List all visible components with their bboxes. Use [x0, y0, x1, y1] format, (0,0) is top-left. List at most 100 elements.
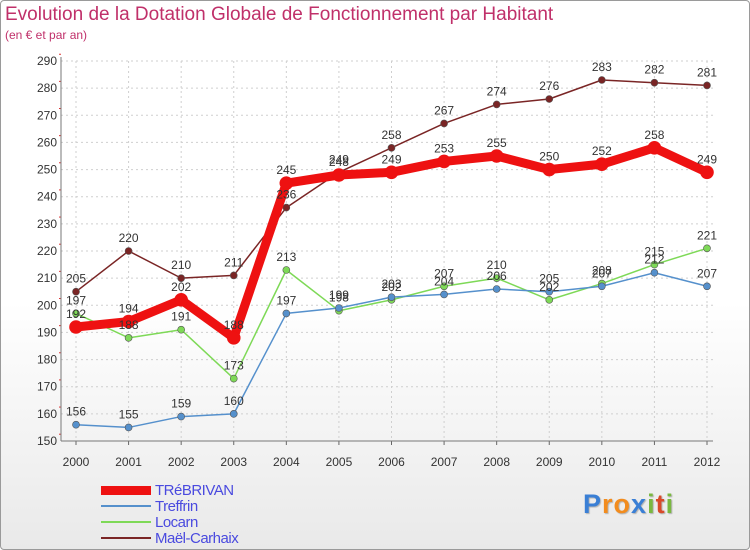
legend-swatch-mael-carhaix [101, 537, 151, 539]
data-label-locarn: 198 [329, 291, 349, 305]
data-label-locarn: 202 [539, 280, 559, 294]
data-label-locarn: 197 [66, 293, 86, 307]
data-label-treffrin: 212 [644, 253, 664, 267]
x-tick-label: 2007 [431, 455, 458, 469]
data-point-treffrin [177, 412, 185, 421]
data-point-trebrivan [226, 331, 241, 345]
data-label-trebrivan: 249 [697, 152, 717, 166]
data-label-treffrin: 207 [697, 266, 717, 280]
data-point-treffrin [598, 282, 606, 291]
data-point-treffrin [440, 290, 448, 299]
data-label-trebrivan: 249 [381, 152, 401, 166]
data-point-treffrin [282, 309, 291, 318]
data-label-locarn: 173 [224, 359, 244, 373]
data-point-treffrin [492, 285, 501, 293]
data-label-treffrin: 199 [329, 288, 349, 302]
y-tick-label: 260 [37, 135, 57, 149]
data-point-mael-carhaix [72, 287, 80, 296]
x-tick-label: 2004 [273, 455, 300, 469]
data-label-treffrin: 203 [381, 277, 401, 291]
data-label-treffrin: 205 [539, 272, 559, 286]
legend-label-mael-carhaix: Maël-Carhaix [155, 530, 239, 547]
axes [59, 53, 713, 445]
y-tick-label: 280 [37, 81, 57, 95]
data-point-mael-carhaix [440, 119, 448, 128]
y-tick-label: 180 [37, 353, 57, 367]
legend-item-trebrivan: TRéBRIVAN [101, 482, 361, 499]
legend: TRéBRIVAN Treffrin Locarn Maël-Carhaix [101, 482, 361, 547]
legend-item-treffrin: Treffrin [101, 498, 361, 515]
data-point-locarn [545, 296, 554, 304]
y-tick-label: 230 [37, 217, 57, 231]
data-point-locarn [440, 282, 448, 291]
data-label-mael-carhaix: 276 [539, 79, 559, 93]
data-label-treffrin: 159 [171, 397, 191, 411]
data-label-treffrin: 204 [434, 274, 454, 288]
y-tick-label: 270 [37, 108, 57, 122]
data-point-mael-carhaix [598, 76, 606, 84]
data-point-trebrivan [700, 165, 714, 180]
data-label-trebrivan: 250 [539, 150, 559, 164]
data-point-locarn [282, 266, 291, 274]
data-point-treffrin [72, 420, 80, 429]
data-point-mael-carhaix [229, 271, 238, 280]
legend-item-mael-carhaix: Maël-Carhaix [101, 530, 361, 547]
grid-lines [61, 60, 713, 441]
data-point-treffrin [650, 268, 659, 277]
data-point-mael-carhaix [545, 95, 554, 103]
data-point-trebrivan [437, 154, 451, 169]
data-label-mael-carhaix: 211 [224, 255, 243, 269]
data-label-trebrivan: 253 [434, 141, 454, 155]
data-label-trebrivan: 252 [592, 144, 612, 158]
data-label-trebrivan: 192 [66, 307, 86, 321]
data-label-mael-carhaix: 249 [329, 152, 349, 166]
data-point-treffrin [229, 410, 238, 418]
data-point-locarn [229, 374, 238, 383]
x-tick-label: 2003 [220, 455, 247, 469]
x-tick-label: 2005 [326, 455, 353, 469]
y-tick-label: 170 [37, 380, 57, 394]
data-point-treffrin [124, 423, 133, 432]
data-point-locarn [703, 244, 711, 253]
logo-letter: o [613, 489, 632, 519]
x-tick-label: 2002 [168, 455, 195, 469]
data-label-mael-carhaix: 236 [276, 188, 296, 202]
x-tick-label: 2012 [694, 455, 721, 469]
data-label-locarn: 208 [592, 264, 612, 278]
data-point-locarn [124, 334, 133, 342]
legend-swatch-locarn [101, 521, 151, 523]
data-label-locarn: 207 [434, 266, 454, 280]
data-label-treffrin: 160 [224, 394, 244, 408]
data-label-trebrivan: 255 [487, 136, 507, 150]
data-point-mael-carhaix [703, 81, 711, 90]
data-label-mael-carhaix: 267 [434, 103, 454, 117]
logo-letter: r [602, 489, 614, 519]
chart-title: Evolution de la Dotation Globale de Fonc… [5, 4, 554, 25]
data-point-treffrin [335, 304, 343, 312]
data-label-treffrin: 156 [66, 405, 86, 419]
data-point-trebrivan [384, 165, 399, 180]
data-label-treffrin: 206 [487, 269, 507, 283]
legend-label-trebrivan: TRéBRIVAN [155, 482, 234, 499]
data-point-mael-carhaix [124, 247, 133, 255]
data-point-trebrivan [279, 176, 294, 190]
data-label-treffrin: 155 [119, 407, 139, 421]
data-label-mael-carhaix: 205 [66, 272, 86, 286]
data-point-locarn [177, 325, 185, 334]
logo-letter: t [655, 489, 666, 519]
y-tick-label: 150 [37, 434, 57, 448]
data-point-trebrivan [595, 157, 609, 171]
y-tick-labels: 150 160 170 180 190 200 210 220 230 240 250 260 270 2… [37, 54, 57, 448]
data-labels: 205 220 210 211 236 249 258 267 274 276 283 282 281 1… [66, 60, 717, 421]
logo-letter: P [583, 489, 603, 519]
x-tick-labels: 2000 2001 2002 2003 2004 2005 2006 2007 2008 2009… [63, 455, 721, 469]
data-point-locarn [72, 309, 80, 318]
data-label-trebrivan: 245 [276, 163, 296, 177]
x-tick-label: 2010 [588, 455, 615, 469]
data-label-trebrivan: 248 [329, 155, 349, 169]
data-label-locarn: 202 [381, 280, 401, 294]
data-label-locarn: 191 [171, 310, 191, 324]
y-tick-label: 160 [37, 407, 57, 421]
legend-label-treffrin: Treffrin [155, 498, 198, 515]
